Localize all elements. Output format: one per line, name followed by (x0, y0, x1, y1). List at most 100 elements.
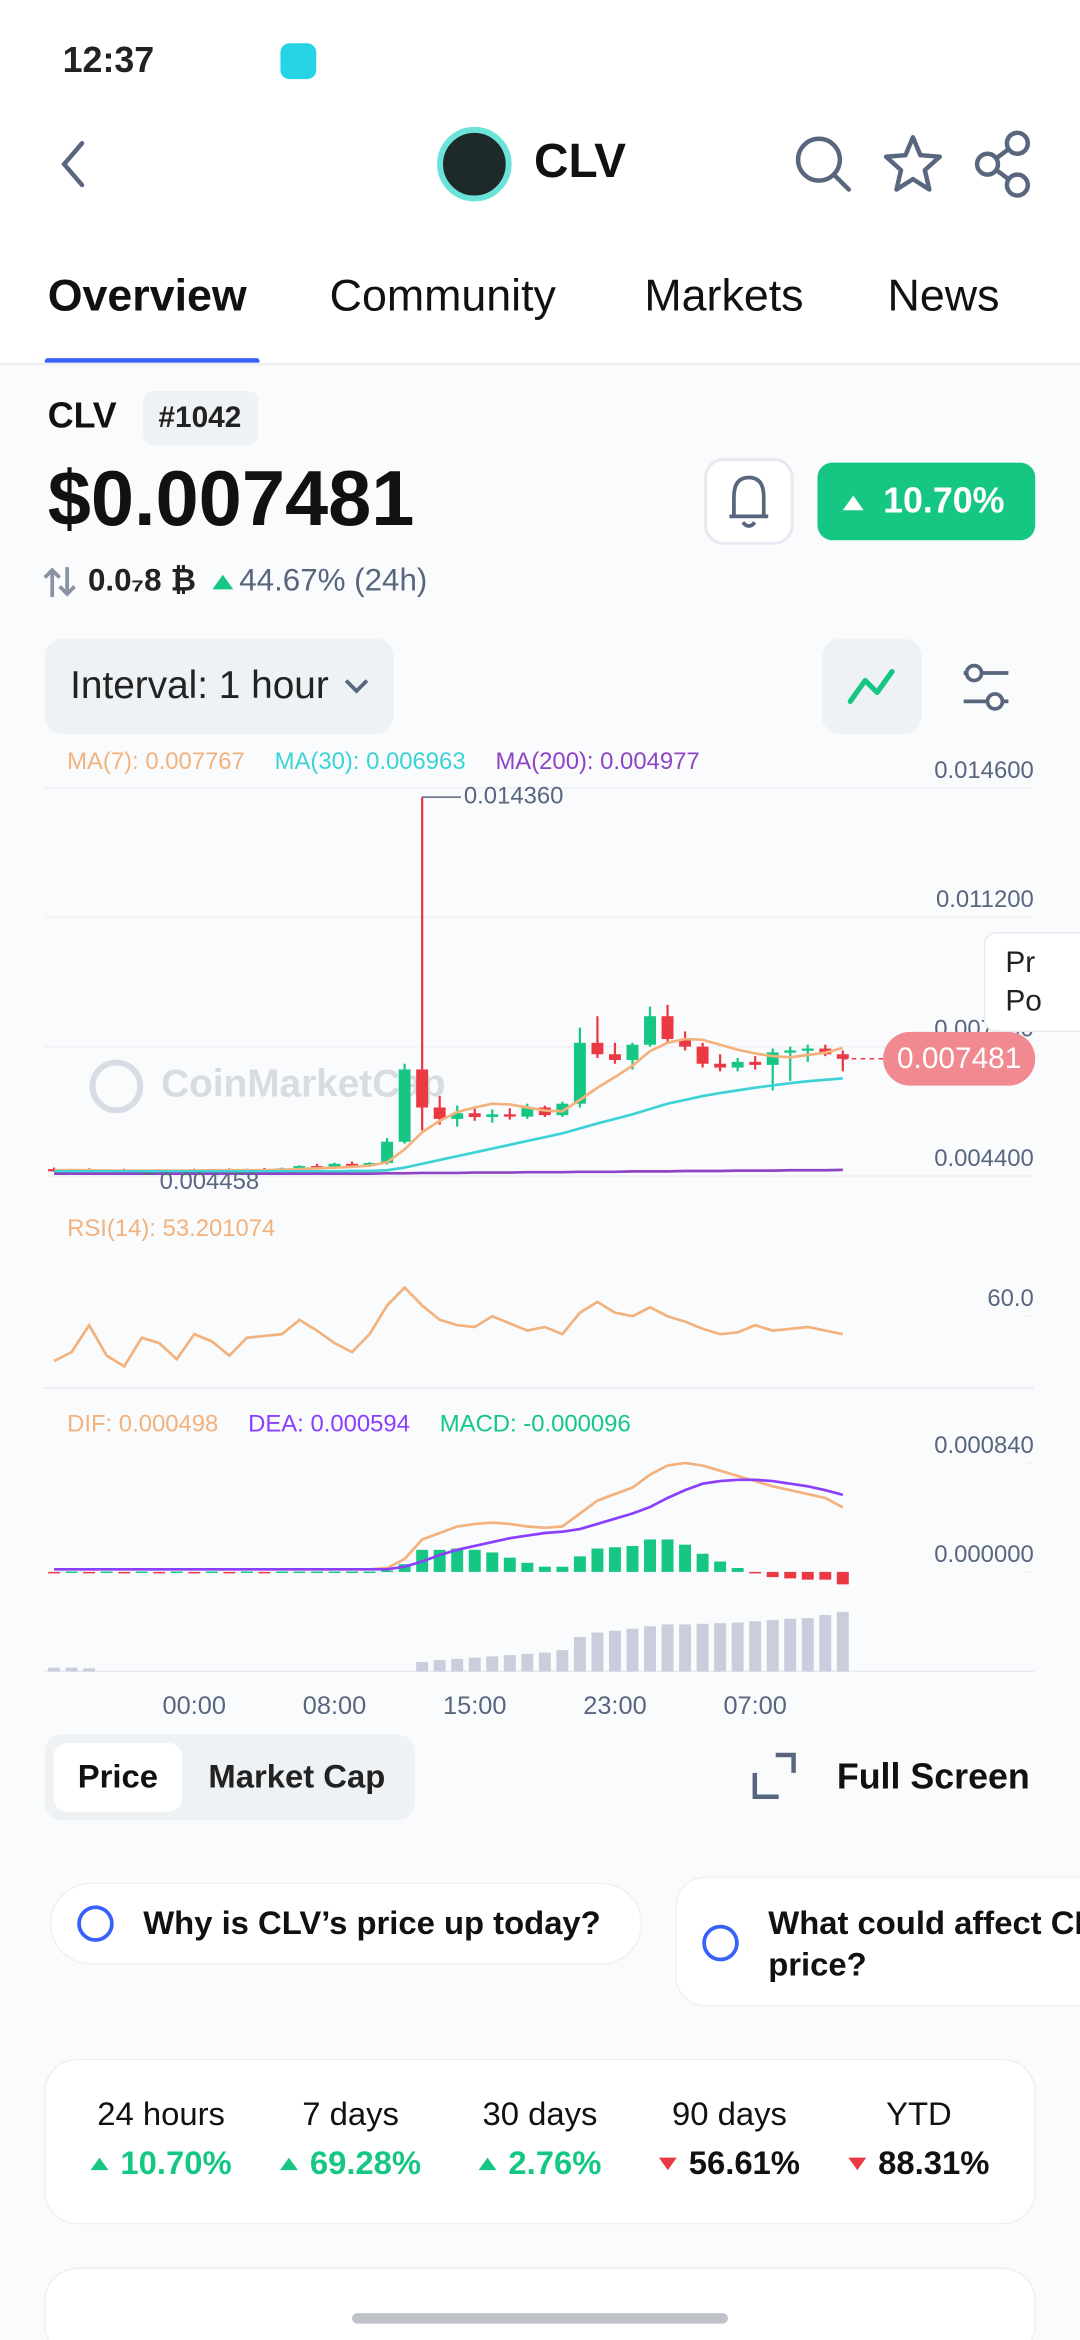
candle-body (573, 1042, 586, 1104)
question-card[interactable] (49, 1882, 643, 1965)
macd-bar (170, 1571, 183, 1574)
tooltip-text: Pr (1005, 946, 1035, 979)
candle-body (608, 1054, 621, 1060)
volume-bar (836, 1611, 849, 1672)
period-label: 30 days (483, 2095, 598, 2132)
toggle-market-cap[interactable]: Market Cap (208, 1758, 385, 1795)
macd-bar (556, 1566, 569, 1572)
volume-bar (486, 1656, 499, 1672)
volume-bar (714, 1623, 727, 1672)
question-text[interactable]: What could affect CLV (768, 1904, 1080, 1941)
macd-line (54, 1478, 844, 1571)
volume-bar (416, 1662, 429, 1672)
candle-body (328, 1163, 341, 1168)
macd-bar (679, 1544, 692, 1572)
volume-bar (749, 1621, 762, 1672)
candle-body (346, 1163, 359, 1167)
tab[interactable]: Overview (48, 270, 247, 320)
macd-bar (65, 1571, 78, 1574)
candle-body (293, 1166, 306, 1169)
candle-body (433, 1107, 446, 1119)
volume-bar (591, 1632, 604, 1672)
candle-body (836, 1054, 849, 1059)
watchlist-button[interactable] (883, 135, 943, 192)
chart-settings-button[interactable] (963, 663, 1009, 711)
legend-entry: MA(30): 0.006963 (275, 748, 466, 775)
performance-card (44, 2058, 1036, 2225)
btc-icon (43, 567, 76, 597)
volume-bar (661, 1624, 674, 1672)
y-tick-label: 0.000840 (934, 1432, 1033, 1459)
tab[interactable]: Markets (644, 270, 803, 320)
coin-symbol: CLV (48, 395, 117, 435)
btc-change-arrow (212, 574, 234, 590)
question-text[interactable]: Why is CLV’s price up today? (143, 1904, 601, 1941)
tooltip (983, 931, 1080, 1032)
macd-bar (521, 1562, 534, 1572)
macd-bar (240, 1571, 253, 1574)
tab[interactable]: News (888, 270, 1000, 320)
y-tick-label: 60.0 (987, 1285, 1033, 1312)
x-tick-label: 00:00 (163, 1692, 226, 1720)
period-arrow (658, 2157, 677, 2171)
macd-bar (819, 1571, 832, 1580)
candle-body (714, 1063, 727, 1068)
macd-bar (591, 1548, 604, 1572)
search-button[interactable] (795, 136, 843, 183)
candle-body (521, 1107, 534, 1117)
search-handle (831, 172, 852, 192)
period-label: YTD (886, 2095, 952, 2132)
volume-bar (65, 1667, 78, 1672)
period-arrow (90, 2157, 109, 2171)
y-tick-label: 0.014600 (934, 757, 1033, 784)
status-time: 12:37 (63, 40, 155, 80)
volume-bar (433, 1660, 446, 1672)
line-chart-icon (847, 668, 895, 705)
period-change: 10.70% (120, 2144, 231, 2181)
period-arrow (478, 2157, 497, 2171)
candle-body (398, 1069, 411, 1142)
volume-bar (83, 1668, 96, 1672)
macd-bar (766, 1571, 779, 1578)
x-tick-label: 23:00 (583, 1692, 646, 1720)
candle-body (381, 1141, 394, 1164)
macd-bar (626, 1545, 639, 1572)
toggle-price[interactable]: Price (78, 1758, 158, 1795)
macd-bar (83, 1571, 96, 1574)
volume-bar (468, 1657, 481, 1672)
legend-entry: DIF: 0.000498 (67, 1411, 218, 1438)
status-icon (280, 43, 317, 80)
macd-bar (731, 1568, 744, 1572)
macd-bar (205, 1571, 218, 1574)
volume-bar (784, 1618, 797, 1672)
volume-bar (608, 1630, 621, 1672)
full-screen[interactable]: Full Screen (837, 1756, 1030, 1796)
question-text[interactable]: price? (768, 1946, 866, 1983)
price: $0.007481 (48, 456, 415, 542)
period-arrow (279, 2157, 298, 2171)
y-tick-label: 0.004400 (934, 1145, 1033, 1172)
macd-bar (100, 1571, 113, 1574)
questions: Why is CLV’s price up today? What could a… (143, 1904, 1080, 1983)
macd-bar (275, 1571, 288, 1574)
toggle-active (53, 1743, 182, 1812)
legend-entry: MA(7): 0.007767 (67, 748, 245, 775)
last-price-label: 0.007481 (897, 1042, 1021, 1075)
bell-icon (729, 475, 769, 528)
tab[interactable]: Community (330, 270, 557, 320)
alert-button[interactable] (704, 458, 794, 545)
share-button[interactable] (1004, 130, 1031, 156)
legend-entry: RSI(14): 53.201074 (67, 1215, 275, 1242)
macd-bar (573, 1556, 586, 1572)
x-tick-label: 07:00 (723, 1692, 786, 1720)
candle-body (591, 1042, 604, 1055)
tabs: Overview Community Markets News (48, 270, 1000, 320)
back-button[interactable] (61, 141, 85, 188)
question-card[interactable] (675, 1876, 1080, 2007)
candle-body (451, 1113, 464, 1119)
interval-button[interactable] (44, 638, 394, 735)
macd-bar (503, 1557, 516, 1572)
macd-bar (538, 1566, 551, 1572)
